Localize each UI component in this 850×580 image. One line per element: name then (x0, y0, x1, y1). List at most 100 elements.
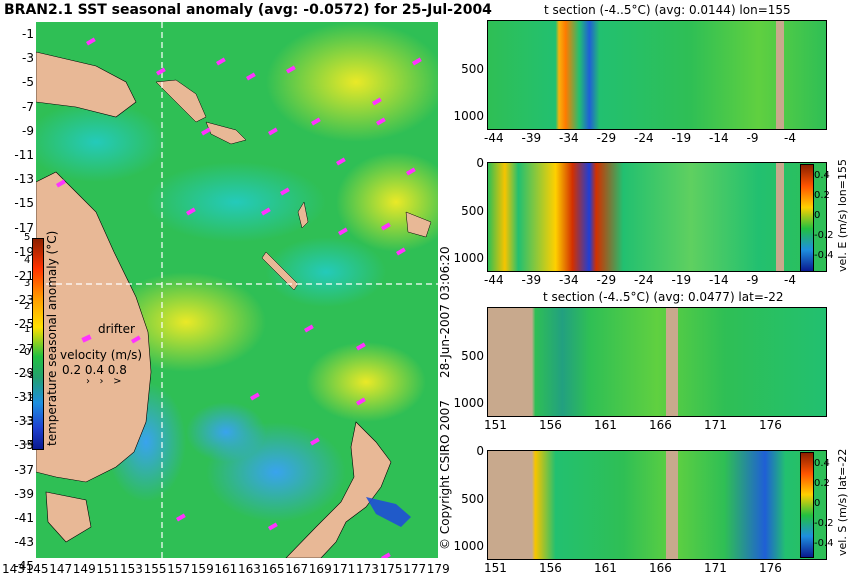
axis-tick-label: -29 (596, 131, 617, 145)
velocity-east-section-lon155[interactable] (487, 162, 827, 272)
drifter-marker (381, 552, 391, 558)
drifter-markers (56, 37, 422, 558)
latitude-tick-label: -3 (22, 51, 34, 66)
velocity-colorbar-tick-label: 0.2 (814, 478, 830, 489)
latitude-tick-label: -9 (22, 123, 34, 138)
latitude-tick-label: -21 (14, 269, 34, 283)
warm-anomaly-region (306, 342, 426, 422)
longitude-tick-label: 147 (49, 562, 73, 576)
drifter-marker (216, 57, 226, 66)
axis-tick-label: -39 (521, 273, 542, 287)
axis-tick-label: -14 (709, 273, 729, 287)
axis-tick-label: 151 (484, 561, 507, 575)
drifter-marker (131, 335, 141, 344)
velocity-south-section-lat22[interactable] (487, 450, 827, 560)
axis-tick-label: 156 (539, 561, 562, 575)
velocity-colorbar-tick-label: 0 (814, 498, 821, 509)
latitude-tick-label: -27 (14, 341, 34, 356)
axis-tick-label: -44 (484, 273, 504, 287)
land-gap (776, 21, 784, 129)
axis-tick-label: 176 (759, 561, 782, 575)
drifter-marker (412, 57, 422, 66)
latitude-tick-label: -39 (14, 486, 34, 501)
longitude-tick-label: 167 (285, 562, 309, 576)
longitude-tick-label: 165 (261, 562, 285, 576)
fiji-land (405, 211, 432, 238)
temp-section-lat22[interactable] (487, 307, 827, 417)
longitude-tick-label: 155 (143, 562, 167, 576)
drifter-marker (261, 207, 271, 216)
latitude-tick-label: -11 (14, 148, 34, 162)
depth-tick-label: 1000 (453, 539, 484, 554)
axis-tick-label: -9 (746, 131, 759, 145)
drifter-marker (376, 117, 386, 126)
colorbar-tick-label: 2 (24, 301, 31, 312)
colorbar-tick-label: -4 (24, 439, 34, 450)
latitude-tick-label: -31 (14, 390, 34, 404)
sst-anomaly-map[interactable] (36, 22, 438, 558)
drifter-marker (250, 392, 260, 401)
latitude-tick-label: -1 (22, 27, 34, 41)
drifter-marker (176, 513, 186, 522)
colorbar-tick-label: 4 (24, 255, 31, 266)
longitude-tick-label: 163 (238, 562, 261, 576)
colorbar-tick-label: -1 (24, 370, 34, 381)
axis-tick-label: 156 (539, 418, 562, 432)
land-gap (666, 308, 678, 416)
axis-tick-label: 166 (649, 561, 672, 575)
panel-1-title: t section (-4..5°C) (avg: 0.0144) lon=15… (544, 3, 791, 17)
axis-tick-label: -4 (784, 131, 796, 145)
latitude-tick-label: -13 (14, 172, 34, 187)
latitude-tick-label: -29 (14, 365, 34, 380)
copyright-text: © Copyright CSIRO 2007 (438, 400, 452, 550)
new-zealand-land (285, 421, 392, 558)
velocity-colorbar-tick-label: -0.4 (814, 538, 834, 549)
drifter-marker (268, 127, 278, 136)
drifter-marker (185, 207, 196, 216)
land-gap (666, 451, 678, 559)
map-title: BRAN2.1 SST seasonal anomaly (avg: -0.05… (4, 2, 492, 18)
drifter-marker (201, 127, 211, 136)
velocity-east-colorbar (800, 164, 814, 272)
velocity-south-colorbar (800, 452, 814, 558)
colorbar-label: temperature seasonal anomaly (°C) (45, 230, 59, 446)
axis-tick-label: -39 (521, 131, 542, 145)
longitude-tick-label: 161 (214, 562, 238, 576)
longitude-tick-label: 177 (403, 562, 427, 576)
colorbar-tick-label: 5 (24, 232, 31, 243)
latitude-tick-label: -7 (22, 99, 34, 114)
depth-tick-label: 500 (461, 203, 484, 218)
temp-section-lon155[interactable] (487, 20, 827, 130)
axis-tick-label: -44 (484, 131, 504, 145)
depth-tick-label: 500 (461, 61, 484, 76)
drifter-marker (356, 342, 366, 351)
latitude-tick-label: -37 (14, 462, 34, 477)
latitude-tick-label: -45 (14, 559, 34, 574)
latitude-tick-label: -43 (14, 535, 34, 550)
panel-4-side-label: vel. S (m/s) lat=-22 (836, 448, 849, 556)
velocity-colorbar-tick-label: 0.4 (814, 458, 830, 469)
latitude-tick-label: -5 (22, 75, 34, 90)
longitude-tick-label: 171 (332, 562, 356, 576)
axis-tick-label: 166 (649, 418, 672, 432)
velocity-colorbar-tick-label: -0.4 (814, 250, 834, 261)
land-gap (776, 163, 784, 271)
longitude-tick-label: 143 (2, 562, 25, 576)
velocity-legend-values: 0.2 0.4 0.8 (62, 363, 127, 377)
panel-3-title: t section (-4..5°C) (avg: 0.0477) lat=-2… (543, 290, 784, 304)
drifter-marker (280, 187, 290, 196)
colorbar-tick-label: 3 (24, 278, 31, 289)
depth-tick-label: 500 (461, 491, 484, 506)
axis-tick-label: 176 (759, 418, 782, 432)
axis-tick-label: -4 (784, 273, 796, 287)
new-caledonia-land (261, 251, 299, 291)
axis-tick-label: -19 (671, 131, 692, 145)
drifter-marker (268, 522, 278, 531)
velocity-colorbar-tick-label: 0.4 (814, 170, 830, 181)
velocity-legend-arrows: › › > (86, 376, 122, 387)
colorbar-tick-label: 1 (24, 324, 31, 335)
drifter-marker (406, 167, 416, 176)
colorbar-tick-label: -3 (24, 416, 34, 427)
longitude-tick-label: 179 (426, 562, 450, 576)
panel-2-side-label: vel. E (m/s) lon=155 (836, 159, 849, 272)
